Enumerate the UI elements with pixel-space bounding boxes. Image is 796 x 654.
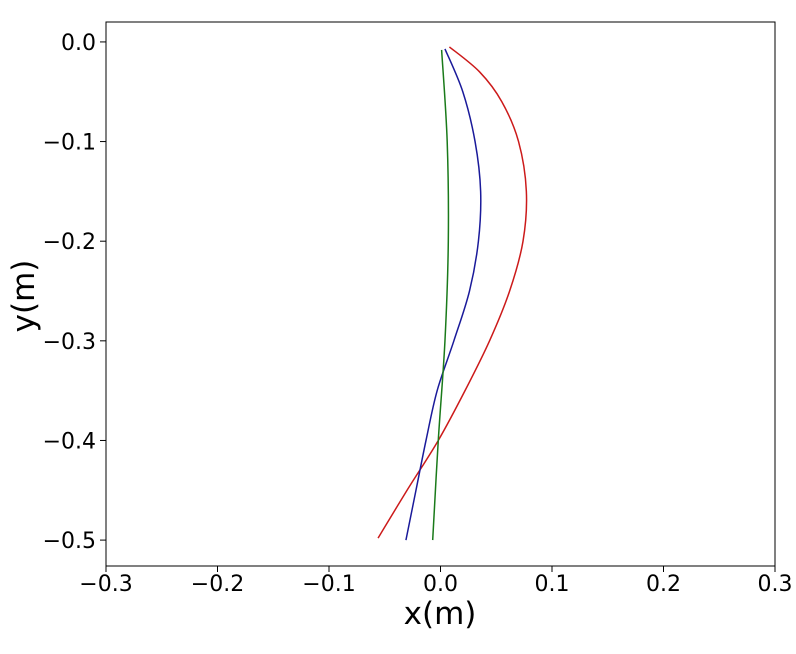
y-tick-label: 0.0 (61, 31, 96, 56)
x-tick-label: 0.1 (535, 572, 570, 597)
x-tick-label: −0.3 (79, 572, 132, 597)
y-tick-label: −0.3 (43, 330, 96, 355)
x-tick-label: −0.1 (302, 572, 355, 597)
x-tick-label: 0.3 (758, 572, 793, 597)
plot-frame (105, 21, 776, 567)
x-tick-label: 0.0 (423, 572, 458, 597)
curve (377, 46, 528, 539)
y-axis-label: y(m) (6, 260, 42, 333)
curve (431, 49, 450, 541)
x-tick-label: 0.2 (646, 572, 681, 597)
y-tick-label: −0.5 (43, 529, 96, 554)
y-tick-label: −0.2 (43, 230, 96, 255)
y-tick-label: −0.4 (43, 429, 96, 454)
x-tick-label: −0.2 (191, 572, 244, 597)
x-axis-label: x(m) (404, 596, 477, 632)
y-tick-label: −0.1 (43, 131, 96, 156)
curve (405, 48, 482, 541)
